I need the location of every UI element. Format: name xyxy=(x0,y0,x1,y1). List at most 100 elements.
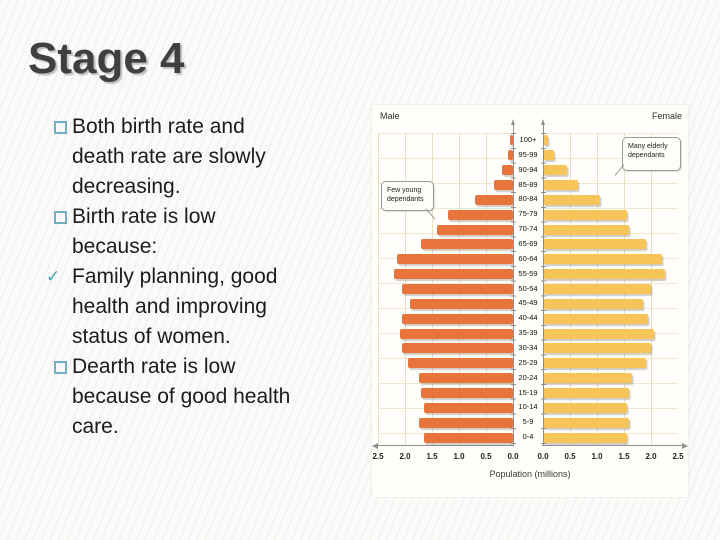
age-label-35-39: 35-39 xyxy=(518,328,538,338)
male-bar-35-39 xyxy=(399,328,513,339)
age-label-85-89: 85-89 xyxy=(518,179,538,189)
age-label-80-84: 80-84 xyxy=(518,194,538,204)
x-tick-male-0.5: 0.5 xyxy=(480,452,492,461)
male-x-axis-line xyxy=(378,445,514,446)
male-header-label: Male xyxy=(380,111,400,121)
age-label-50-54: 50-54 xyxy=(518,283,538,293)
male-bar-5-9 xyxy=(418,417,513,428)
age-label-0-4: 0-4 xyxy=(522,432,534,442)
female-bars-pane xyxy=(543,133,678,445)
x-tick-female-2.5: 2.5 xyxy=(672,452,684,461)
age-label-55-59: 55-59 xyxy=(518,268,538,278)
female-header-label: Female xyxy=(651,111,682,121)
male-bar-95-99 xyxy=(507,150,513,161)
square-bullet-icon xyxy=(54,361,67,374)
x-axis-right-arrow-icon xyxy=(682,442,688,449)
age-label-45-49: 45-49 xyxy=(518,298,538,308)
male-bar-25-29 xyxy=(407,358,513,369)
female-bar-95-99 xyxy=(543,150,554,161)
center-axis-left-arrow-icon xyxy=(511,119,515,125)
center-axis-right-ticks xyxy=(541,133,546,446)
x-tick-male-1.5: 1.5 xyxy=(426,452,438,461)
x-tick-female-1.5: 1.5 xyxy=(618,452,630,461)
female-bar-10-14 xyxy=(543,402,627,413)
bullet-text: Both birth rate and death rate are slowl… xyxy=(72,115,266,198)
female-bar-5-9 xyxy=(543,417,630,428)
female-bar-35-39 xyxy=(543,328,654,339)
x-tick-male-1.0: 1.0 xyxy=(453,452,465,461)
female-bar-30-34 xyxy=(543,343,651,354)
male-bar-10-14 xyxy=(423,402,513,413)
age-label-15-19: 15-19 xyxy=(518,387,538,397)
bullet-item-0: Both birth rate and death rate are slowl… xyxy=(52,112,382,202)
age-label-10-14: 10-14 xyxy=(518,402,538,412)
male-bar-90-94 xyxy=(502,165,513,176)
female-bar-60-64 xyxy=(543,254,662,265)
female-bar-85-89 xyxy=(543,180,579,190)
male-bar-0-4 xyxy=(423,432,513,443)
many-elderly-dependants-callout: Many elderly dependants xyxy=(622,137,681,171)
bullet-item-2: ✓ Family planning, good health and impro… xyxy=(46,262,382,352)
age-label-70-74: 70-74 xyxy=(518,224,538,234)
population-pyramid-chart: Male Female 100+ 95-99 90-94 85-89 80-84 75-7… xyxy=(372,105,688,497)
male-bar-60-64 xyxy=(396,254,513,265)
male-bar-55-59 xyxy=(394,269,513,280)
female-bar-90-94 xyxy=(543,165,568,176)
center-axis-right-arrow-icon xyxy=(541,119,545,125)
square-bullet-icon xyxy=(54,121,67,134)
bullet-item-3: Dearth rate is low because of good healt… xyxy=(52,352,382,442)
male-bar-65-69 xyxy=(421,239,513,250)
male-bar-45-49 xyxy=(410,298,513,309)
female-bar-70-74 xyxy=(543,224,630,235)
female-bar-80-84 xyxy=(543,194,600,205)
female-bar-50-54 xyxy=(543,284,651,294)
age-label-95-99: 95-99 xyxy=(518,149,538,159)
x-tick-female-2.0: 2.0 xyxy=(645,452,657,461)
male-bar-20-24 xyxy=(418,373,513,384)
age-label-5-9: 5-9 xyxy=(522,417,534,427)
female-bar-20-24 xyxy=(543,373,633,384)
male-bar-75-79 xyxy=(448,209,513,220)
bullet-text: Dearth rate is low because of good healt… xyxy=(72,355,291,438)
x-tick-female-1.0: 1.0 xyxy=(591,452,603,461)
male-bar-30-34 xyxy=(402,343,513,354)
few-young-dependants-callout: Few young dependants xyxy=(381,181,434,211)
male-bar-70-74 xyxy=(437,224,513,235)
age-label-25-29: 25-29 xyxy=(518,357,538,367)
x-tick-male-2.0: 2.0 xyxy=(399,452,411,461)
female-bar-45-49 xyxy=(543,298,643,309)
female-bar-15-19 xyxy=(543,388,630,398)
check-bullet-icon: ✓ xyxy=(46,267,61,286)
age-labels-column: 100+ 95-99 90-94 85-89 80-84 75-79 70-74 65-69 6… xyxy=(513,133,543,445)
female-bar-40-44 xyxy=(543,313,649,324)
age-label-75-79: 75-79 xyxy=(518,209,538,219)
female-bar-65-69 xyxy=(543,239,646,250)
age-label-100+: 100+ xyxy=(519,135,537,144)
age-label-30-34: 30-34 xyxy=(518,343,538,352)
bullet-item-1: Birth rate is low because: xyxy=(52,202,382,262)
age-label-90-94: 90-94 xyxy=(518,164,538,174)
female-bar-25-29 xyxy=(543,358,646,369)
male-bar-40-44 xyxy=(402,313,513,324)
age-label-40-44: 40-44 xyxy=(518,313,538,323)
x-tick-male-0.0: 0.0 xyxy=(507,452,519,461)
x-axis-title: Population (millions) xyxy=(489,469,571,479)
female-bar-0-4 xyxy=(543,432,627,443)
bullet-list: Both birth rate and death rate are slowl… xyxy=(46,112,382,442)
page-title: Stage 4 xyxy=(28,34,185,83)
age-label-20-24: 20-24 xyxy=(518,372,538,382)
age-label-65-69: 65-69 xyxy=(518,239,538,248)
x-tick-male-2.5: 2.5 xyxy=(372,452,384,461)
male-bar-15-19 xyxy=(421,388,513,398)
female-bar-75-79 xyxy=(543,209,627,220)
female-bar-55-59 xyxy=(543,269,665,280)
male-bar-50-54 xyxy=(402,284,513,294)
male-bar-80-84 xyxy=(475,194,513,205)
x-tick-female-0.0: 0.0 xyxy=(537,452,549,461)
age-label-60-64: 60-64 xyxy=(518,253,538,263)
x-tick-female-0.5: 0.5 xyxy=(564,452,576,461)
square-bullet-icon xyxy=(54,211,67,224)
male-bars-pane xyxy=(378,133,513,445)
x-axis-left-arrow-icon xyxy=(372,442,378,449)
